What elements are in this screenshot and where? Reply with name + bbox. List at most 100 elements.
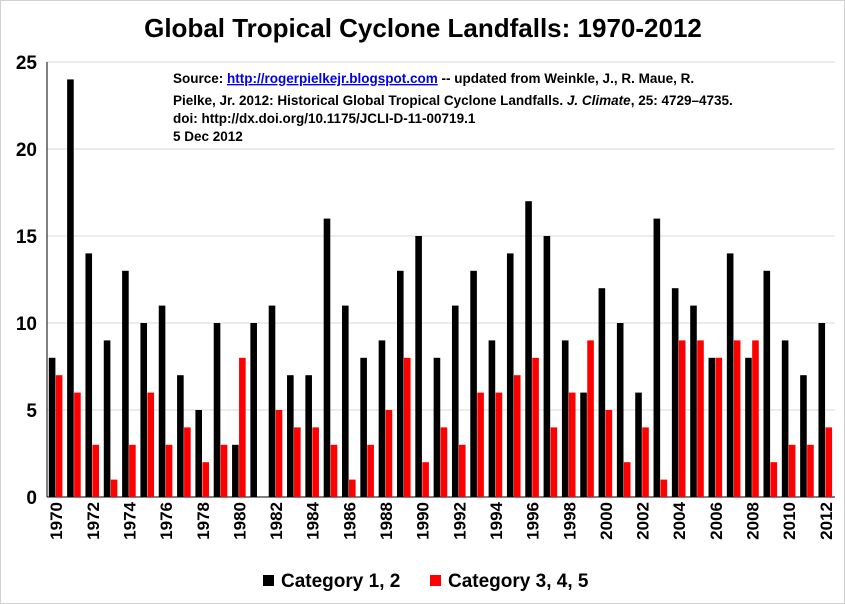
bar-cat345-2009	[770, 462, 778, 497]
bar-cat12-2009	[763, 270, 771, 497]
bar-cat345-1975	[147, 392, 155, 497]
bar-cat12-1987	[360, 357, 367, 497]
x-tick-label: 1982	[267, 502, 286, 540]
bar-cat12-1976	[158, 305, 166, 497]
bar-cat12-1982	[268, 305, 276, 497]
bar-cat345-1990	[422, 462, 429, 497]
bar-cat345-1979	[220, 444, 228, 497]
source-line2-b: , 25: 4729–4735.	[631, 93, 733, 108]
bar-cat345-1985	[330, 444, 338, 497]
bar-cat12-2004	[671, 288, 679, 497]
bar-cat345-2000	[605, 410, 613, 497]
bar-cat12-1978	[195, 410, 203, 497]
bar-cat12-2011	[800, 375, 807, 497]
source-line-4: 5 Dec 2012	[173, 129, 243, 144]
x-tick-label: 1986	[340, 502, 359, 540]
x-tick-label: 1978	[194, 502, 213, 540]
bar-cat345-1986	[349, 479, 356, 497]
bar-cat345-1993	[477, 392, 484, 497]
bar-cat345-1980	[239, 357, 246, 497]
bar-cat12-1996	[525, 201, 532, 497]
bar-cat12-1986	[342, 305, 349, 497]
bar-cat12-1999	[580, 392, 587, 497]
bar-cat12-2010	[781, 340, 789, 497]
bar-cat345-1971	[74, 392, 81, 497]
x-tick-label: 1976	[157, 502, 176, 540]
bar-cat12-1993	[470, 270, 477, 497]
bar-cat345-2001	[623, 462, 631, 497]
bar-cat12-1981	[250, 323, 257, 497]
legend-label-cat12: Category 1, 2	[281, 571, 400, 592]
source-line2-a: Pielke, Jr. 2012: Historical Global Trop…	[173, 93, 567, 108]
bar-cat345-1982	[275, 410, 283, 497]
x-tick-label: 2010	[780, 502, 799, 540]
bar-cat345-2005	[697, 340, 704, 497]
y-tick-label: 0	[26, 488, 37, 509]
bar-cat345-2012	[825, 427, 833, 497]
bar-cat12-1991	[433, 357, 441, 497]
bar-cat12-2008	[745, 357, 752, 497]
x-tick-label: 1970	[47, 502, 66, 540]
bar-cat12-2005	[690, 305, 697, 497]
bar-cat12-2012	[818, 323, 826, 497]
bar-cat12-1974	[122, 270, 129, 497]
bar-cat345-1976	[165, 444, 173, 497]
bar-cat345-1991	[440, 427, 448, 497]
bar-cat12-2001	[616, 323, 624, 497]
bar-cat345-1987	[367, 444, 374, 497]
bar-cat345-1974	[129, 444, 136, 497]
x-tick-label: 1972	[84, 502, 103, 540]
bar-cat12-1988	[378, 340, 386, 497]
legend-label-cat345: Category 3, 4, 5	[448, 571, 589, 592]
y-tick-label: 25	[16, 53, 38, 74]
bar-cat345-2010	[788, 444, 796, 497]
legend-swatch-cat12	[263, 575, 274, 586]
bar-cat345-1978	[202, 462, 210, 497]
source-line-3: doi: http://dx.doi.org/10.1175/JCLI-D-11…	[173, 111, 476, 126]
x-tick-label: 1984	[304, 501, 323, 539]
y-tick-label: 20	[16, 140, 37, 161]
legend: Category 1, 2 Category 3, 4, 5	[263, 571, 589, 592]
bar-cat345-1995	[513, 375, 521, 497]
bar-cat12-2006	[708, 357, 716, 497]
bar-cat345-1996	[532, 357, 539, 497]
source-link[interactable]: http://rogerpielkejr.blogspot.com	[227, 71, 438, 86]
bar-cat12-1977	[177, 375, 184, 497]
bar-cat12-1995	[506, 253, 514, 497]
bar-cat12-1972	[85, 253, 93, 497]
y-axis-ticks: 0 5 10 15 20 25	[16, 53, 38, 509]
bar-cat345-1994	[495, 392, 503, 497]
bar-cat345-1977	[184, 427, 191, 497]
source-line1-rest: -- updated from Weinkle, J., R. Maue, R.	[438, 71, 694, 86]
bar-cat12-1994	[488, 340, 496, 497]
chart-title: Global Tropical Cyclone Landfalls: 1970-…	[144, 13, 702, 43]
bar-cat345-1997	[550, 427, 558, 497]
x-tick-label: 2008	[744, 502, 763, 540]
bar-cat345-1992	[458, 444, 466, 497]
x-tick-label: 2006	[707, 502, 726, 540]
bar-cat12-1997	[543, 236, 551, 497]
bar-cat12-1975	[140, 323, 148, 497]
x-tick-label: 1990	[414, 502, 433, 540]
bar-cat345-2006	[715, 357, 723, 497]
bar-cat345-2011	[807, 444, 814, 497]
bar-cat345-1998	[568, 392, 576, 497]
bar-cat345-1983	[294, 427, 301, 497]
bar-cat345-1984	[312, 427, 319, 497]
bar-cat12-2007	[726, 253, 734, 497]
source-prefix: Source:	[173, 71, 227, 86]
bar-cat345-1972	[92, 444, 100, 497]
y-tick-label: 10	[16, 314, 37, 335]
x-tick-label: 2002	[634, 502, 653, 540]
bars	[48, 79, 833, 498]
x-tick-label: 1996	[524, 502, 543, 540]
bar-cat345-1970	[55, 375, 63, 497]
bar-cat12-1989	[396, 270, 404, 497]
source-line-1: Source: http://rogerpielkejr.blogspot.co…	[173, 71, 694, 86]
bar-cat345-1988	[385, 410, 393, 497]
bar-cat12-1990	[415, 236, 422, 497]
x-axis-ticks: 1970 1972 1974 1976 1978 1980 1982 1984 1986 1988…	[47, 501, 836, 539]
bar-cat345-2007	[733, 340, 741, 497]
